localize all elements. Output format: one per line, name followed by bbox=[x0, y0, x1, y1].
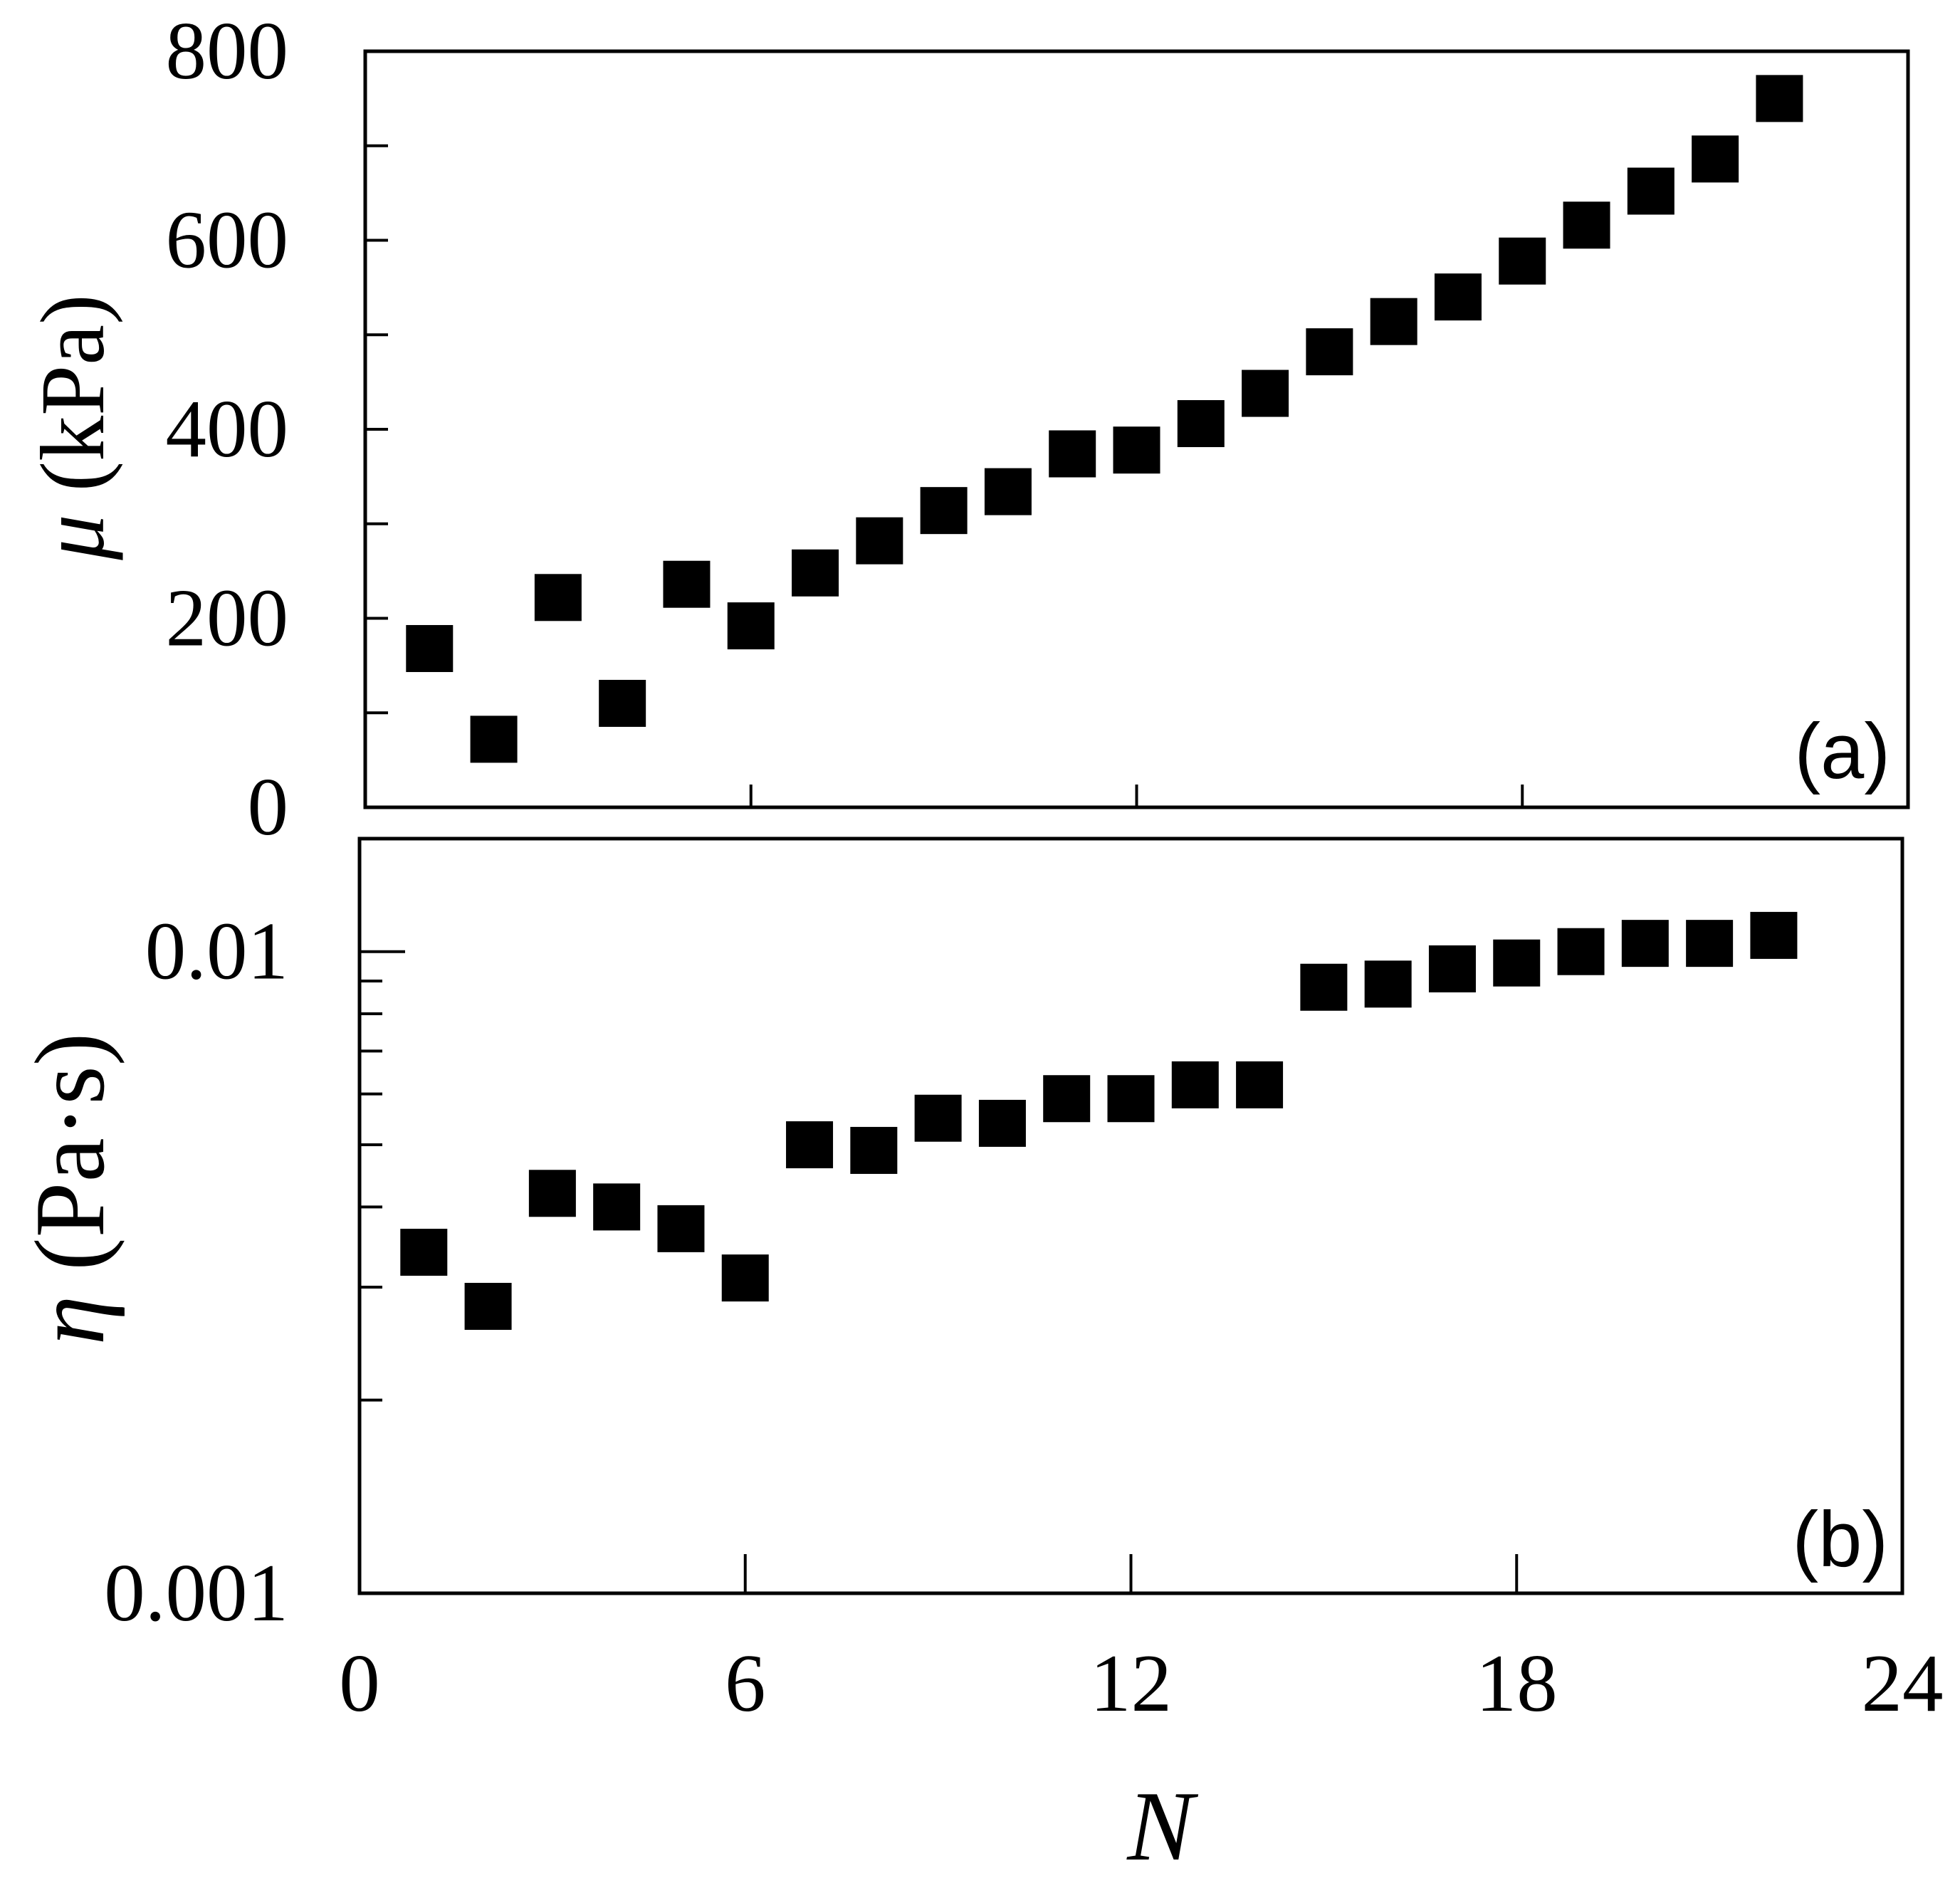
panel-b-data-point bbox=[914, 1094, 962, 1142]
panel-a-data-point bbox=[727, 602, 775, 650]
panel-b-data-point bbox=[1557, 928, 1605, 975]
panel-a-data-point bbox=[920, 487, 968, 535]
panel-a-data-point bbox=[856, 517, 903, 565]
panel-a: 0 200 400 600 800 (a) μ (kPa) bbox=[22, 6, 1910, 852]
panel-a-data-point bbox=[1049, 430, 1096, 478]
panel-a-y-tick-label: 400 bbox=[166, 384, 289, 474]
panel-a-data-point bbox=[1113, 426, 1160, 474]
panel-b-data-point bbox=[1300, 963, 1348, 1011]
panel-b-data-point bbox=[1107, 1075, 1155, 1123]
panel-b-data-point bbox=[464, 1282, 512, 1330]
panel-a-data-point bbox=[1242, 369, 1289, 417]
panel-b-data-point bbox=[1364, 960, 1412, 1008]
panel-b-ticks bbox=[360, 950, 1519, 1595]
panel-a-data-point bbox=[663, 560, 711, 608]
panel-a-data-point bbox=[1499, 237, 1546, 285]
panel-a-tick-labels: 0 200 400 600 800 bbox=[166, 6, 289, 852]
panel-b-y-unit: (Pa·s) bbox=[15, 1033, 125, 1296]
panel-b-data-point bbox=[1750, 911, 1798, 959]
panel-b: 0.001 0.01 0 6 12 18 24 (b) η (Pa·s) N bbox=[15, 837, 1944, 1882]
panel-b-y-tick-label: 0.01 bbox=[145, 906, 288, 997]
panel-b-tick-labels: 0.001 0.01 0 6 12 18 24 bbox=[104, 906, 1943, 1729]
panel-b-data-point bbox=[1428, 945, 1476, 992]
panel-a-tag: (a) bbox=[1795, 708, 1890, 795]
panel-b-data-point bbox=[1043, 1075, 1091, 1123]
panel-b-data-point bbox=[1621, 920, 1669, 967]
panel-a-data-point bbox=[1306, 328, 1353, 376]
panel-b-y-axis-label: η (Pa·s) bbox=[15, 1033, 125, 1346]
panel-a-data-point bbox=[1563, 201, 1610, 249]
panel-b-data-point bbox=[786, 1121, 834, 1169]
panel-a-points bbox=[406, 75, 1803, 763]
panel-a-data-point bbox=[1692, 135, 1739, 183]
x-tick-label: 12 bbox=[1090, 1638, 1172, 1729]
panel-b-data-point bbox=[1236, 1061, 1284, 1108]
x-axis-label: N bbox=[1126, 1771, 1198, 1882]
panel-b-data-point bbox=[593, 1183, 641, 1231]
x-tick-label: 0 bbox=[339, 1638, 380, 1729]
panel-b-points bbox=[400, 911, 1798, 1330]
panel-a-y-tick-label: 200 bbox=[166, 573, 289, 664]
panel-b-data-point bbox=[850, 1126, 898, 1174]
panel-a-data-point bbox=[1627, 167, 1675, 215]
panel-a-ticks bbox=[365, 50, 1524, 809]
panel-a-data-point bbox=[470, 715, 518, 763]
panel-a-data-point bbox=[1756, 75, 1803, 122]
panel-b-tag: (b) bbox=[1793, 1496, 1888, 1583]
panel-a-data-point bbox=[984, 468, 1032, 515]
panel-a-y-tick-label: 0 bbox=[248, 762, 289, 852]
panel-a-y-tick-label: 600 bbox=[166, 195, 289, 285]
panel-b-y-symbol: η bbox=[15, 1296, 125, 1345]
panel-a-y-tick-label: 800 bbox=[166, 6, 289, 96]
panel-a-data-point bbox=[1434, 273, 1482, 321]
panel-b-data-point bbox=[978, 1099, 1026, 1147]
x-tick-label: 18 bbox=[1476, 1638, 1558, 1729]
panel-a-y-symbol: μ bbox=[22, 515, 123, 561]
panel-a-data-point bbox=[1370, 298, 1417, 345]
panel-a-data-point bbox=[599, 679, 646, 727]
panel-a-data-point bbox=[1177, 400, 1225, 448]
panel-b-data-point bbox=[400, 1228, 448, 1276]
panel-b-data-point bbox=[1686, 920, 1734, 967]
panel-b-frame bbox=[357, 837, 1904, 1595]
panel-b-data-point bbox=[657, 1205, 705, 1252]
panel-a-data-point bbox=[534, 574, 582, 622]
panel-b-data-point bbox=[721, 1254, 769, 1302]
panel-b-data-point bbox=[528, 1170, 576, 1217]
panel-a-y-unit: (kPa) bbox=[22, 294, 123, 514]
panel-b-y-tick-label: 0.001 bbox=[104, 1548, 288, 1638]
x-tick-label: 6 bbox=[725, 1638, 766, 1729]
panel-a-data-point bbox=[406, 624, 454, 672]
panel-a-y-axis-label: μ (kPa) bbox=[22, 294, 123, 561]
panel-a-data-point bbox=[792, 549, 839, 597]
panel-b-data-point bbox=[1171, 1061, 1219, 1108]
panel-b-data-point bbox=[1493, 939, 1541, 987]
x-tick-label: 24 bbox=[1862, 1638, 1944, 1729]
